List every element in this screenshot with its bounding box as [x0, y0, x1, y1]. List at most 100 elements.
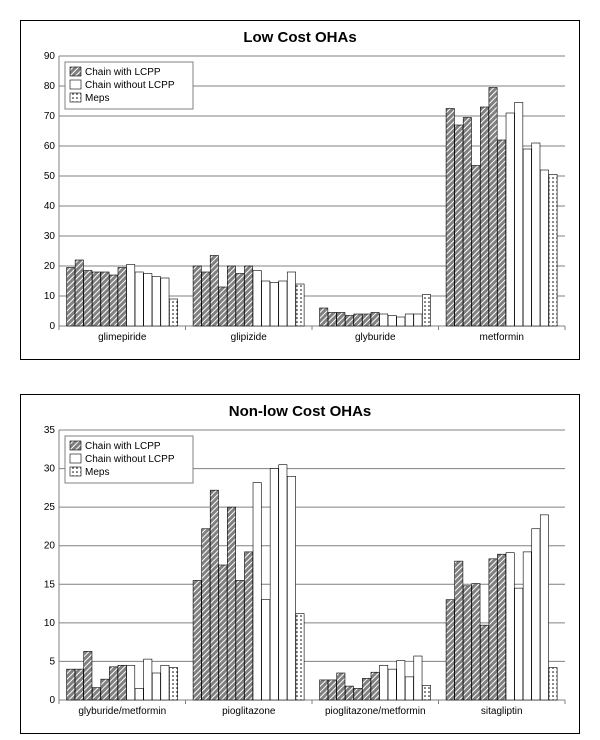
bar	[202, 529, 210, 700]
bar	[210, 256, 218, 327]
bar	[270, 283, 278, 327]
category-label: glipizide	[231, 332, 268, 343]
bar	[320, 680, 328, 700]
bar	[549, 175, 557, 327]
category-label: pioglitazone/metformin	[325, 706, 426, 717]
bar	[219, 565, 227, 700]
svg-text:40: 40	[44, 201, 56, 212]
bar	[337, 313, 345, 327]
bar	[388, 316, 396, 327]
bar	[345, 316, 353, 327]
category-label: glimepiride	[98, 332, 147, 343]
bar	[397, 317, 405, 326]
legend-swatch	[70, 93, 81, 102]
svg-text:35: 35	[44, 426, 56, 436]
bar	[354, 314, 362, 326]
legend-swatch	[70, 467, 81, 476]
bar	[371, 313, 379, 327]
bar	[540, 515, 548, 700]
bar	[463, 118, 471, 327]
legend-label: Chain without LCPP	[85, 454, 175, 465]
bar	[109, 275, 117, 326]
bar	[523, 552, 531, 700]
bar	[152, 277, 160, 327]
svg-text:25: 25	[44, 502, 56, 513]
bar	[92, 272, 100, 326]
bar	[144, 659, 152, 700]
bar	[480, 625, 488, 700]
bar	[388, 669, 396, 700]
legend-swatch	[70, 80, 81, 89]
bar	[193, 580, 201, 700]
svg-text:50: 50	[44, 171, 56, 182]
bar	[455, 561, 463, 700]
category-label: sitagliptin	[481, 706, 523, 717]
svg-text:20: 20	[44, 261, 56, 272]
bar	[480, 107, 488, 326]
bar	[101, 679, 109, 700]
category-label: pioglitazone	[222, 706, 276, 717]
bar	[362, 314, 370, 326]
bar	[253, 271, 261, 327]
bar	[169, 668, 177, 700]
legend-label: Chain with LCPP	[85, 67, 161, 78]
bar	[84, 271, 92, 327]
bar	[328, 313, 336, 327]
legend-swatch	[70, 441, 81, 450]
bar	[161, 665, 169, 700]
svg-text:70: 70	[44, 111, 56, 122]
bar	[328, 680, 336, 700]
bar	[371, 672, 379, 700]
bar	[455, 125, 463, 326]
bar	[540, 170, 548, 326]
bar	[279, 465, 287, 700]
bar	[532, 529, 540, 700]
bar	[287, 272, 295, 326]
bar	[75, 669, 83, 700]
bar	[397, 661, 405, 700]
chart-title-1: Low Cost OHAs	[31, 29, 569, 46]
chart-panel-non-low-cost-ohas: Non-low Cost OHAs 05101520253035glyburid…	[20, 394, 580, 734]
bar	[515, 588, 523, 700]
bar	[135, 688, 143, 700]
bar	[405, 314, 413, 326]
bar	[523, 149, 531, 326]
legend-swatch	[70, 67, 81, 76]
chart-panel-low-cost-ohas: Low Cost OHAs 0102030405060708090glimepi…	[20, 20, 580, 360]
bar	[506, 553, 514, 700]
bar	[320, 308, 328, 326]
bar	[532, 143, 540, 326]
svg-text:60: 60	[44, 141, 56, 152]
bar	[422, 295, 430, 327]
svg-text:0: 0	[49, 695, 55, 706]
bar	[354, 688, 362, 700]
bar	[227, 266, 235, 326]
bar	[380, 665, 388, 700]
bar	[118, 268, 126, 327]
svg-text:5: 5	[49, 656, 55, 667]
bar	[262, 281, 270, 326]
chart-svg-1: 0102030405060708090glimepirideglipizideg…	[31, 52, 569, 348]
bar	[109, 667, 117, 700]
legend-swatch	[70, 454, 81, 463]
bar	[497, 554, 505, 700]
svg-text:30: 30	[44, 464, 56, 475]
bar	[337, 673, 345, 700]
chart-title-2: Non-low Cost OHAs	[31, 403, 569, 420]
bar	[227, 507, 235, 700]
bar	[506, 113, 514, 326]
bar	[152, 673, 160, 700]
bar	[127, 265, 135, 327]
bar	[118, 665, 126, 700]
bar	[210, 490, 218, 700]
bar	[497, 140, 505, 326]
category-label: glyburide	[355, 332, 396, 343]
svg-text:30: 30	[44, 231, 56, 242]
bar	[219, 287, 227, 326]
bar	[296, 614, 304, 700]
bar	[362, 678, 370, 700]
svg-text:15: 15	[44, 579, 56, 590]
svg-text:90: 90	[44, 52, 56, 62]
svg-text:10: 10	[44, 291, 56, 302]
bar	[161, 278, 169, 326]
